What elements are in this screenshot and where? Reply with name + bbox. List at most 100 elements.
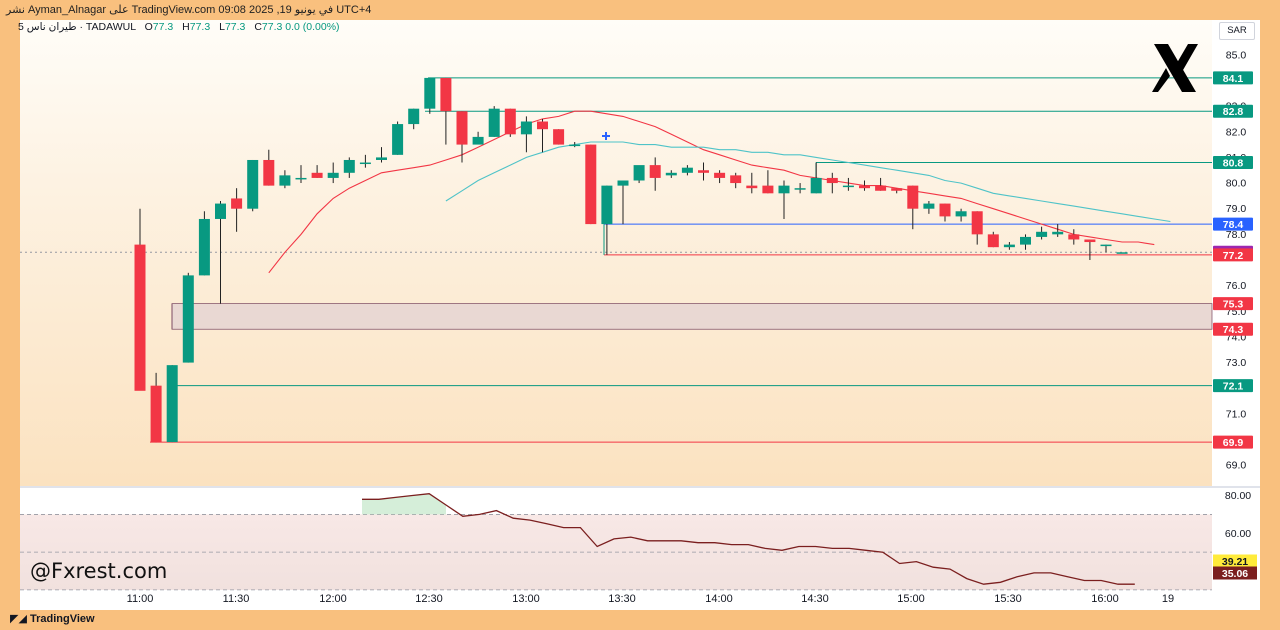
price-tag-box: [1213, 71, 1253, 85]
candle: [359, 154, 371, 168]
price-tag-box: [1213, 322, 1253, 336]
candle: [859, 180, 870, 191]
price-tag-box: [1213, 217, 1253, 231]
candle-body: [714, 172, 726, 178]
candle: [520, 116, 532, 153]
candle: [987, 231, 999, 248]
tradingview-logo-icon: ◤◢: [10, 613, 30, 625]
candle-body: [472, 136, 484, 145]
candle: [247, 159, 259, 212]
candle-body: [1003, 244, 1015, 248]
candle: [327, 162, 339, 184]
candle-body: [150, 385, 162, 443]
candle: [649, 157, 661, 191]
currency-button[interactable]: SAR: [1219, 22, 1255, 40]
price-tick-label: 71.0: [1226, 408, 1247, 420]
candle-body: [359, 162, 371, 165]
price-tag-74.3: 74.3: [1213, 322, 1253, 336]
candle: [440, 77, 452, 145]
candle: [714, 170, 726, 184]
candle: [746, 172, 758, 194]
candle: [488, 106, 500, 137]
publisher-line: نشر Ayman_Alnagar على TradingView.com 09…: [6, 4, 372, 16]
candle: [295, 165, 307, 184]
symbol-legend: 5 طيران ناس · TADAWUL O77.3 H77.3 L77.3 …: [18, 21, 340, 33]
candle-body: [939, 203, 951, 217]
price-tick-label: 69.0: [1226, 460, 1247, 472]
candle-body: [1116, 252, 1128, 254]
alert-marker-icon: [602, 132, 610, 140]
candle: [939, 203, 951, 222]
candle: [231, 188, 243, 232]
candle: [826, 172, 838, 194]
close-label: C: [254, 21, 262, 33]
price-tag-label: 82.8: [1223, 106, 1244, 118]
candle-body: [440, 77, 452, 112]
rsi-tag-box: [1213, 566, 1257, 580]
price-pane-background: [20, 20, 1212, 486]
candle-body: [134, 244, 146, 391]
candle: [730, 172, 742, 189]
candle: [762, 170, 774, 194]
candle-body: [633, 165, 645, 181]
candle-body: [617, 180, 629, 186]
candle-body: [907, 185, 919, 209]
candle: [971, 211, 983, 245]
price-tag-82.8: 82.8: [1213, 104, 1253, 118]
candle: [472, 131, 484, 145]
time-tick-label: 16:00: [1091, 593, 1119, 605]
level-layer: [20, 77, 1212, 443]
publisher-bar: نشر Ayman_Alnagar على TradingView.com 09…: [0, 0, 1280, 20]
time-tick-label: 15:00: [897, 593, 925, 605]
candle: [569, 142, 581, 148]
tradingview-logo-text: TradingView: [29, 613, 95, 625]
candle: [810, 162, 822, 194]
candle: [633, 165, 645, 184]
rsi-tag: 35.06: [1213, 566, 1257, 580]
candle: [376, 147, 387, 163]
ema-slow-line: [445, 141, 1171, 223]
candle-body: [923, 203, 935, 209]
candle-body: [279, 175, 291, 186]
candle-body: [891, 188, 903, 191]
candle-body: [198, 218, 210, 276]
price-tag-box: [1213, 435, 1253, 449]
candle-body: [955, 211, 967, 217]
time-tick-label: 14:30: [801, 593, 829, 605]
price-tag-84.1: 84.1: [1213, 71, 1253, 85]
candle-body: [1100, 244, 1112, 247]
time-tick-label: 11:30: [223, 593, 250, 605]
price-tag-label: 69.9: [1223, 437, 1244, 449]
time-tick-label: 15:30: [994, 593, 1022, 605]
candle-body: [456, 111, 468, 145]
candle-body: [569, 144, 581, 147]
price-tick-label: 85.0: [1226, 49, 1247, 61]
candle-body: [746, 185, 758, 189]
exchange: TADAWUL: [85, 21, 136, 33]
candle-body: [859, 185, 870, 189]
price-tag-72.1: 72.1: [1213, 379, 1253, 393]
candle: [150, 372, 162, 443]
candle-body: [1036, 231, 1048, 237]
rsi-line: [362, 493, 1135, 585]
price-tag-box: [1213, 104, 1253, 118]
time-tick-label: 14:00: [705, 593, 733, 605]
low-label: L: [219, 21, 225, 33]
candle: [504, 108, 516, 137]
price-tag-78.4: 78.4: [1213, 217, 1253, 231]
tradingview-logo[interactable]: ◤◢ TradingView: [10, 612, 95, 625]
candle-body: [681, 167, 693, 173]
candle-body: [665, 172, 677, 176]
candle-body: [392, 124, 404, 155]
rsi-tag: 39.21: [1213, 554, 1257, 568]
rsi-layer: [20, 493, 1212, 591]
candle-body: [1052, 231, 1064, 235]
candle: [279, 170, 291, 189]
candle: [263, 149, 275, 186]
candle-body: [1068, 234, 1080, 240]
candle: [1020, 234, 1031, 250]
candle-body: [971, 211, 983, 235]
time-tick-label: 11:00: [127, 593, 154, 605]
candle-body: [810, 177, 822, 194]
